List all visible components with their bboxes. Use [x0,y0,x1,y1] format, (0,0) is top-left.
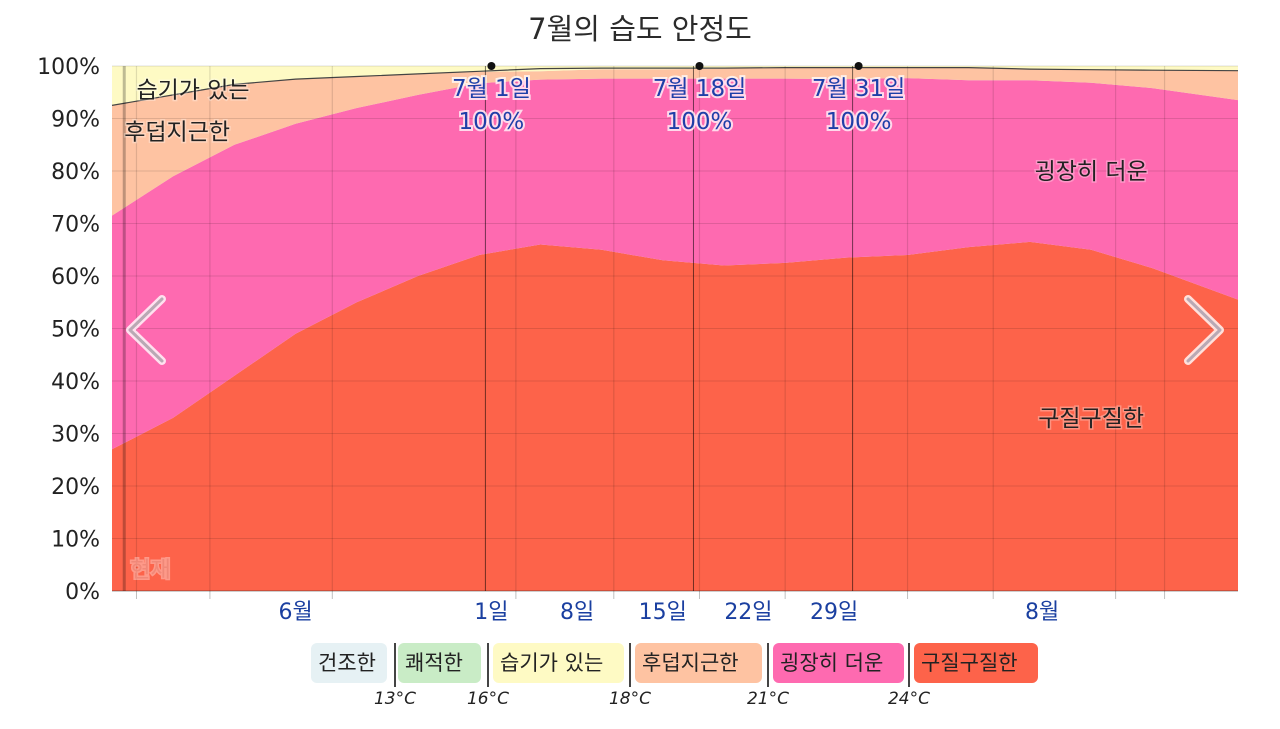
x-tick-label: 22일 [724,600,772,625]
now-marker-label: 현재 [130,558,170,583]
annotation-value-label: 100% [826,109,892,135]
legend-threshold-label: 21°C [746,689,790,709]
y-tick-label: 30% [51,423,100,448]
y-tick-label: 90% [51,108,100,133]
series-label: 후덥지근한 [124,120,230,146]
legend-chip: 구질구질한 [914,643,1038,683]
series-label: 구질구질한 [1038,406,1144,432]
y-tick-label: 10% [51,528,100,553]
top-boundary-line [111,67,1239,106]
legend-chip: 건조한 [311,643,387,683]
y-tick-label: 50% [51,318,100,343]
area-series-3 [112,67,1238,216]
legend-separator [767,643,769,687]
legend-chip: 굉장히 더운 [773,643,904,683]
legend-chip: 후덥지근한 [635,643,762,683]
y-tick-label: 0% [65,580,100,605]
x-tick-label: 8월 [1025,600,1059,625]
chevron-left-icon [126,295,166,365]
legend-threshold-label: 18°C [608,689,652,709]
legend-threshold-label: 13°C [373,689,417,709]
y-tick-label: 40% [51,370,100,395]
chart-title: 7월의 습도 안정도 [528,12,752,46]
next-arrow-button[interactable] [1172,295,1232,365]
annotation-point [854,62,863,70]
y-tick-label: 80% [51,160,100,185]
legend-threshold-label: 24°C [887,689,931,709]
legend-chip: 습기가 있는 [493,643,624,683]
x-tick-label: 1일 [474,600,508,625]
y-tick-label: 100% [37,55,100,80]
area-series-2 [112,78,1238,450]
annotation-date-label: 7월 31일 [812,76,906,102]
legend-separator [629,643,631,687]
humidity-area-chart: 0% 10% 20% 30% 40% 50% 60% 70% 80% 90% 100% 6월 1일 8일 1… [37,55,1239,625]
x-tick-label: 29일 [810,600,858,625]
legend-threshold-label: 16°C [466,689,510,709]
annotation-value-label: 100% [459,109,525,135]
area-series-1 [112,241,1238,591]
annotation-point [695,62,704,70]
x-tick-label: 6월 [278,600,312,625]
legend-chip: 쾌적한 [398,643,481,683]
y-tick-label: 70% [51,213,100,238]
annotation-date-label: 7월 18일 [653,76,747,102]
legend-separator [394,643,396,687]
x-tick-label: 8일 [560,600,594,625]
legend-separator [487,643,489,687]
annotation-date-label: 7월 1일 [452,76,531,102]
chevron-right-icon [1184,295,1224,365]
legend-separator [908,643,910,687]
annotation-point [487,62,496,70]
series-label: 습기가 있는 [136,78,249,104]
previous-arrow-button[interactable] [118,295,178,365]
legend: 건조한 쾌적한 습기가 있는 후덥지근한 굉장히 더운 구질구질한 13°C 16°C 18°C… [0,643,1280,723]
annotation-value-label: 100% [667,109,733,135]
y-tick-label: 20% [51,475,100,500]
y-tick-label: 60% [51,265,100,290]
series-label: 굉장히 더운 [1035,159,1148,185]
x-tick-label: 15일 [639,600,687,625]
